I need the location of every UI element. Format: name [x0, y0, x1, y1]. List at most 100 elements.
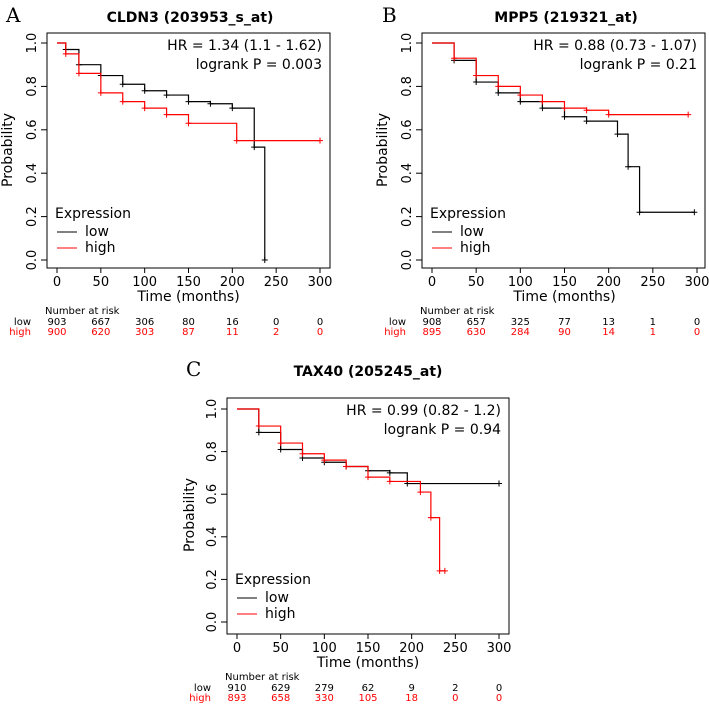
censor-mark-high	[185, 120, 192, 127]
censor-mark-low	[163, 92, 170, 99]
censor-mark-high	[386, 478, 393, 485]
censor-mark-low	[119, 81, 126, 88]
risk-count-high: 620	[91, 327, 110, 338]
legend-title: Expression	[430, 206, 506, 222]
x-tick-label: 200	[596, 275, 621, 290]
censor-mark-high	[441, 567, 448, 574]
censor-mark-high	[365, 474, 371, 481]
censor-mark-high	[299, 450, 306, 457]
y-tick-label: 1.0	[205, 399, 220, 420]
risk-count-low: 657	[467, 317, 486, 328]
x-tick-label: 0	[233, 641, 241, 656]
risk-count-high: 14	[602, 327, 615, 338]
y-tick-label: 0.2	[400, 206, 415, 227]
censor-mark-high	[317, 137, 323, 144]
legend-label-high: high	[85, 240, 116, 256]
risk-row-label-low: low	[389, 317, 406, 328]
risk-count-low: 306	[135, 317, 154, 328]
x-tick-label: 200	[399, 641, 424, 656]
censor-mark-high	[539, 98, 546, 105]
risk-count-low: 0	[317, 317, 323, 328]
legend-title: Expression	[55, 206, 131, 222]
x-tick-label: 200	[220, 275, 245, 290]
x-tick-label: 250	[264, 275, 289, 290]
risk-count-high: 303	[135, 327, 154, 338]
censor-mark-low	[386, 469, 393, 476]
y-tick-label: 0.4	[205, 526, 220, 547]
risk-row-label-low: low	[194, 683, 211, 694]
plot-frame	[421, 32, 706, 269]
legend-label-low: low	[85, 224, 109, 240]
x-tick-label: 0	[428, 275, 436, 290]
risk-count-high: 0	[496, 693, 502, 704]
x-axis-label: Time (months)	[512, 289, 615, 305]
x-tick-label: 250	[443, 641, 468, 656]
censor-mark-high	[427, 514, 434, 521]
x-tick-label: 150	[552, 275, 577, 290]
y-tick-label: 0.4	[400, 163, 415, 184]
x-axis-label: Time (months)	[316, 655, 419, 671]
censor-mark-high	[119, 98, 126, 105]
risk-count-low: 908	[422, 317, 441, 328]
y-axis-label: Probability	[0, 113, 16, 187]
risk-count-low: 0	[694, 317, 700, 328]
censor-mark-low	[261, 257, 268, 263]
y-tick-label: 0.4	[25, 163, 40, 184]
risk-count-low: 667	[91, 317, 110, 328]
hr-annotation: HR = 0.88 (0.73 - 1.07)	[533, 38, 697, 54]
risk-count-high: 658	[271, 693, 290, 704]
panel-C: C TAX40 (205245_at)0 50 100 150 200 250 3000.00…	[182, 357, 511, 704]
x-tick-label: 300	[685, 275, 709, 290]
legend-title: Expression	[235, 572, 311, 588]
y-tick-label: 0.8	[25, 76, 40, 97]
censor-mark-low	[691, 209, 698, 216]
y-tick-label: 0.8	[205, 441, 220, 462]
censor-mark-high	[583, 107, 590, 114]
chart-title: MPP5 (219321_at)	[494, 10, 637, 26]
y-tick-label: 0.0	[25, 250, 40, 271]
y-tick-label: 0.2	[25, 206, 40, 227]
risk-count-low: 77	[558, 317, 571, 328]
risk-count-low: 279	[315, 683, 334, 694]
x-tick-label: 50	[272, 641, 289, 656]
censor-mark-low	[141, 87, 148, 94]
x-tick-label: 100	[508, 275, 533, 290]
risk-row-label-high: high	[9, 327, 31, 338]
logrank-p: logrank P = 0.21	[580, 57, 697, 73]
censor-mark-low	[251, 144, 258, 151]
risk-row-label-high: high	[189, 693, 211, 704]
y-tick-label: 1.0	[400, 33, 415, 54]
risk-count-high: 895	[422, 327, 441, 338]
risk-row-label-low: low	[14, 317, 31, 328]
censor-mark-high	[141, 105, 148, 112]
panel-A: A CLDN3 (203953_s_at)0 50 100 150 200 250 3000.…	[0, 3, 332, 338]
risk-table-title: Number at risk	[45, 306, 120, 317]
risk-table-title: Number at risk	[420, 306, 495, 317]
x-tick-label: 300	[487, 641, 512, 656]
risk-count-high: 630	[467, 327, 486, 338]
censor-mark-high	[277, 440, 284, 447]
censor-mark-high	[75, 70, 82, 77]
hr-annotation: HR = 1.34 (1.1 - 1.62)	[167, 38, 322, 54]
censor-mark-high	[517, 92, 524, 99]
risk-count-high: 105	[358, 693, 377, 704]
risk-count-high: 893	[227, 693, 246, 704]
censor-mark-high	[97, 89, 104, 96]
panel-letter: A	[5, 3, 21, 27]
legend-label-high: high	[265, 606, 296, 622]
censor-mark-high	[233, 137, 240, 144]
y-tick-label: 0.0	[400, 250, 415, 271]
y-tick-label: 0.6	[25, 119, 40, 140]
risk-count-low: 2	[452, 683, 458, 694]
risk-count-low: 80	[182, 317, 195, 328]
risk-count-high: 900	[47, 327, 66, 338]
panel-letter: C	[186, 357, 201, 381]
risk-count-low: 9	[408, 683, 414, 694]
survival-curve-high	[237, 408, 445, 572]
censor-mark-low	[636, 209, 643, 216]
censor-mark-high	[163, 111, 170, 118]
censor-mark-high	[685, 111, 692, 118]
risk-count-high: 87	[182, 327, 195, 338]
censor-mark-high	[495, 83, 502, 90]
